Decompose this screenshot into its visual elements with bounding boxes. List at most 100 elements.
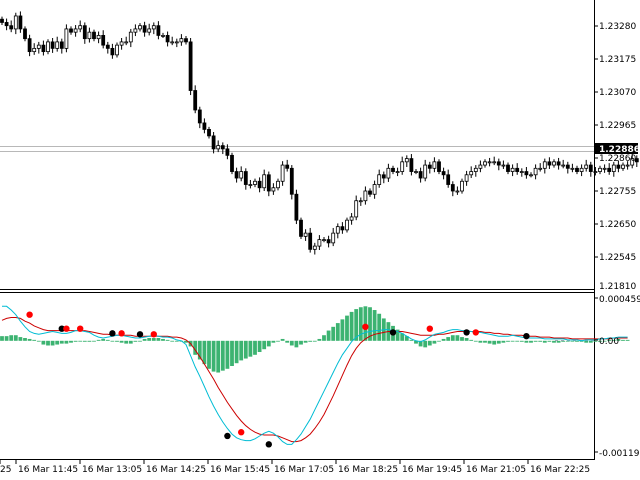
histogram-bar	[556, 340, 561, 343]
histogram-bar	[616, 338, 621, 341]
candle	[506, 162, 510, 175]
candle-body	[41, 44, 46, 53]
candle	[82, 22, 87, 44]
histogram-bar	[156, 338, 161, 341]
candle	[303, 229, 308, 241]
histogram-bar	[552, 340, 556, 343]
candle-body	[570, 167, 575, 170]
candle	[363, 186, 368, 205]
candle	[616, 160, 621, 173]
candle	[285, 159, 290, 172]
candle-body	[101, 35, 106, 46]
candle-body	[450, 184, 455, 192]
histogram-bar	[115, 340, 119, 342]
price-axis[interactable]: 1.23280 1.23175 1.23070 1.22965 1.22886 …	[594, 0, 640, 460]
histogram-bar	[119, 340, 124, 343]
candle-body	[294, 193, 299, 221]
signal-dot-red	[118, 330, 125, 337]
candle-body	[73, 28, 78, 33]
time-tick-label: 16 Mar 18:25	[338, 465, 398, 475]
histogram-bar	[625, 339, 630, 341]
time-axis[interactable]: 25 16 Mar 11:45 16 Mar 13:05 16 Mar 14:2…	[0, 459, 595, 476]
candle	[230, 152, 234, 175]
signal-dot-red	[472, 329, 479, 336]
candle	[483, 159, 487, 168]
histogram-bar	[87, 340, 92, 342]
histogram-bar	[225, 340, 230, 369]
candle	[308, 227, 313, 253]
current-price-badge	[594, 143, 638, 154]
candle-body	[253, 180, 257, 185]
signal-dot-red	[77, 325, 84, 332]
histogram-bar	[18, 337, 23, 341]
histogram-bar	[82, 340, 87, 342]
histogram-bar	[455, 335, 460, 341]
signal-dot-black	[265, 441, 272, 448]
candle-body	[340, 226, 345, 231]
candle	[345, 217, 349, 233]
candle-body	[478, 164, 483, 169]
candle	[179, 34, 184, 46]
candle	[584, 159, 589, 172]
candle-body	[36, 44, 41, 49]
candle-body	[492, 161, 497, 164]
histogram-bar	[533, 340, 538, 342]
histogram-bar	[478, 340, 483, 343]
candle	[271, 183, 276, 195]
candle	[322, 237, 326, 243]
histogram-bar	[59, 340, 64, 344]
histogram-bar	[354, 309, 359, 341]
histogram-bar	[593, 340, 598, 342]
current-price-label: 1.22886	[599, 145, 640, 155]
candle	[184, 36, 188, 45]
candle	[515, 163, 520, 175]
candle-body	[262, 174, 267, 189]
histogram-bar	[414, 340, 418, 344]
price-tick-label: 1.23070	[599, 88, 636, 98]
price-panel[interactable]	[0, 11, 639, 293]
candle	[59, 38, 64, 54]
histogram-bar	[363, 306, 368, 341]
histogram-bar	[147, 338, 152, 341]
candle	[280, 161, 285, 186]
candle-body	[326, 239, 331, 244]
candle	[55, 36, 60, 52]
candle	[492, 156, 497, 166]
candle-body	[188, 41, 193, 91]
candle-body	[345, 219, 349, 231]
candle-body	[418, 171, 423, 179]
histogram-bar	[271, 340, 276, 343]
histogram-bar	[124, 340, 129, 344]
histogram-bar	[441, 338, 446, 341]
candle	[427, 161, 432, 174]
candle-body	[391, 167, 395, 172]
price-tick-label: 1.23280	[599, 22, 636, 32]
candle	[87, 27, 92, 43]
candle-body	[455, 190, 460, 193]
histogram-bar	[312, 340, 317, 342]
histogram-bar	[64, 340, 69, 344]
candle	[349, 213, 354, 225]
candle	[207, 126, 211, 139]
candle-body	[363, 190, 368, 202]
time-tick-label: 16 Mar 22:25	[530, 465, 590, 475]
candle-body	[630, 158, 635, 166]
candle-body	[276, 180, 280, 189]
time-tick-label: 25	[0, 465, 11, 475]
candle	[455, 186, 460, 195]
candle	[211, 132, 216, 154]
candle-body	[46, 41, 50, 53]
candle	[312, 242, 317, 255]
histogram-bar	[133, 340, 138, 342]
signal-dot-black	[463, 329, 470, 336]
time-tick-label: 16 Mar 19:45	[402, 465, 462, 475]
candle	[73, 25, 78, 37]
candle-body	[432, 161, 437, 169]
candle-body	[634, 158, 639, 163]
candle	[340, 222, 345, 234]
candle	[216, 140, 221, 153]
candle	[243, 168, 248, 190]
